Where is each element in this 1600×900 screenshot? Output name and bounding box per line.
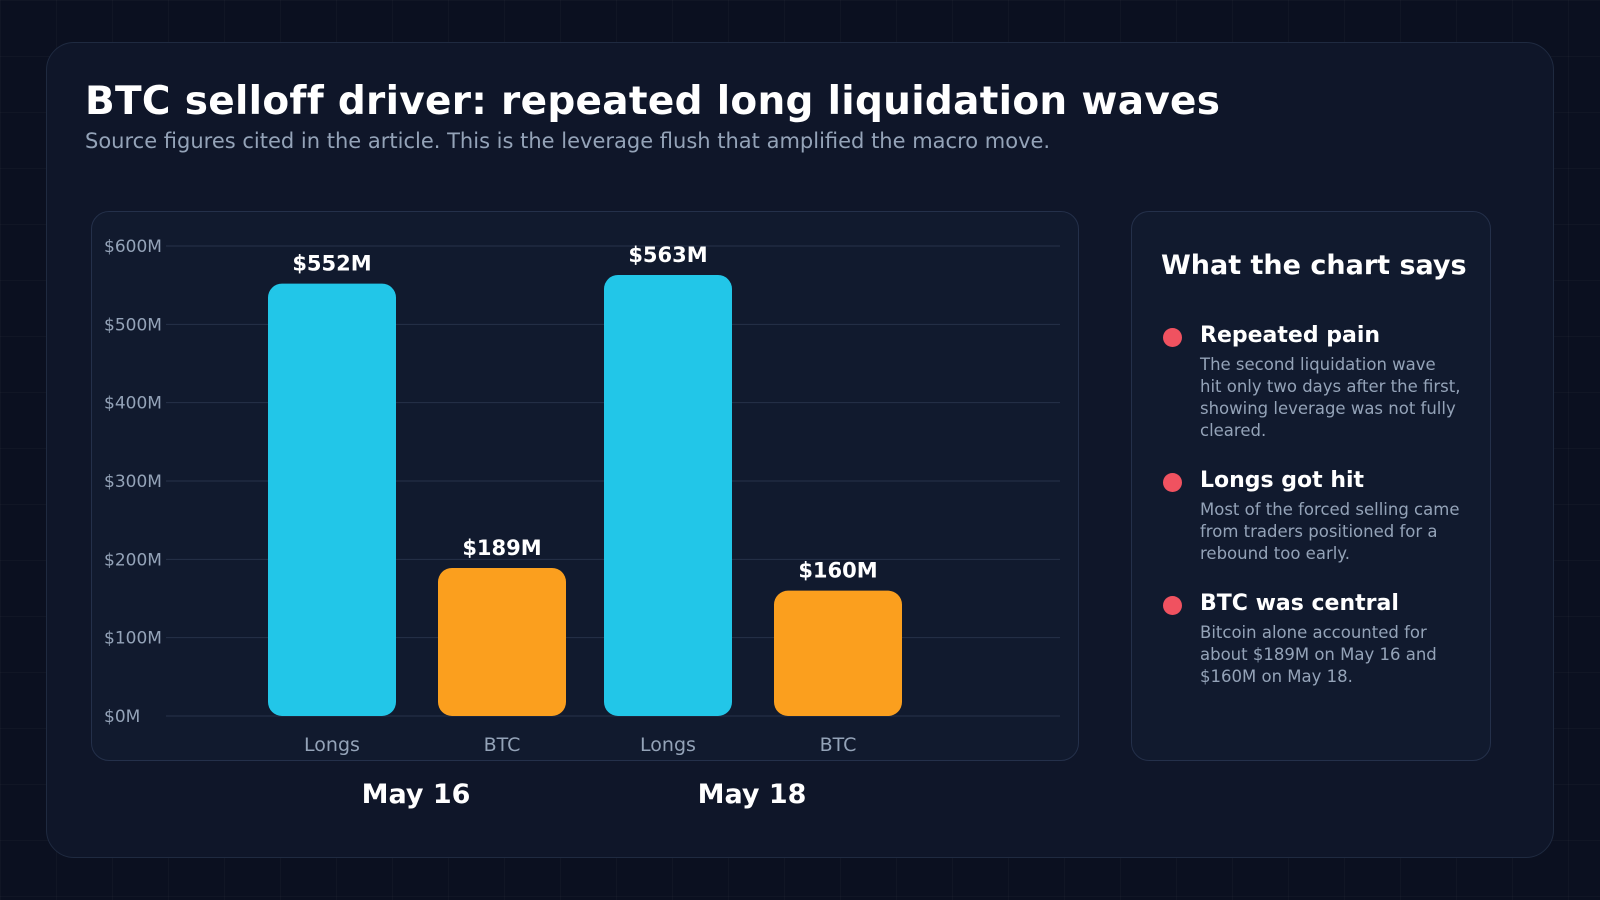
bar-btc-may-16 (438, 567, 566, 716)
y-tick-label: $200M (104, 550, 162, 570)
bar-longs-may-18 (604, 274, 732, 716)
bar-longs-may-16 (268, 283, 396, 716)
bullet-dot-icon (1163, 328, 1182, 347)
label-layer: $0M $100M $200M $300M $400M $500M $600M $552M Lo… (104, 237, 878, 756)
note-body: Bitcoin alone accounted for about $189M … (1200, 623, 1437, 686)
group-label-may-18: May 18 (697, 779, 807, 810)
bar-value-label: $552M (292, 252, 371, 276)
group-label-may-16: May 16 (361, 779, 471, 810)
insights-title: What the chart says (1161, 250, 1467, 281)
y-tick-label: $0M (104, 707, 140, 727)
y-tick-label: $400M (104, 394, 162, 414)
bullet-dot-icon (1163, 596, 1182, 615)
bar-value-label: $160M (798, 559, 877, 583)
note-body: The second liquidation wave hit only two… (1200, 355, 1461, 440)
x-tick-label: Longs (304, 734, 360, 756)
insights-panel: What the chart says Repeated pain The se… (1131, 211, 1491, 761)
y-tick-label: $300M (104, 472, 162, 492)
chart-panel: $0M $100M $200M $300M $400M $500M $600M $552M Lo… (91, 211, 1079, 761)
note-longs-got-hit: Longs got hit Most of the forced selling… (1161, 468, 1490, 565)
bar-layer (268, 274, 902, 716)
y-tick-label: $500M (104, 315, 162, 335)
note-repeated-pain: Repeated pain The second liquidation wav… (1161, 323, 1490, 442)
x-tick-label: BTC (820, 734, 857, 756)
main-card: BTC selloff driver: repeated long liquid… (46, 42, 1554, 858)
bar-value-label: $563M (628, 243, 707, 267)
y-tick-label: $600M (104, 237, 162, 257)
note-body: Most of the forced selling came from tra… (1200, 500, 1460, 563)
note-title: BTC was central (1200, 591, 1399, 616)
bar-value-label: $189M (462, 536, 541, 560)
bar-btc-may-18 (774, 590, 902, 716)
x-tick-label: BTC (484, 734, 521, 756)
bar-chart: $0M $100M $200M $300M $400M $500M $600M $552M Lo… (104, 237, 1060, 756)
page-subtitle: Source figures cited in the article. Thi… (85, 129, 1051, 153)
note-title: Repeated pain (1200, 323, 1381, 348)
x-tick-label: Longs (640, 734, 696, 756)
note-title: Longs got hit (1200, 468, 1365, 493)
page-title: BTC selloff driver: repeated long liquid… (85, 79, 1221, 124)
note-btc-was-central: BTC was central Bitcoin alone accounted … (1161, 591, 1490, 688)
y-tick-label: $100M (104, 629, 162, 649)
bullet-dot-icon (1163, 473, 1182, 492)
